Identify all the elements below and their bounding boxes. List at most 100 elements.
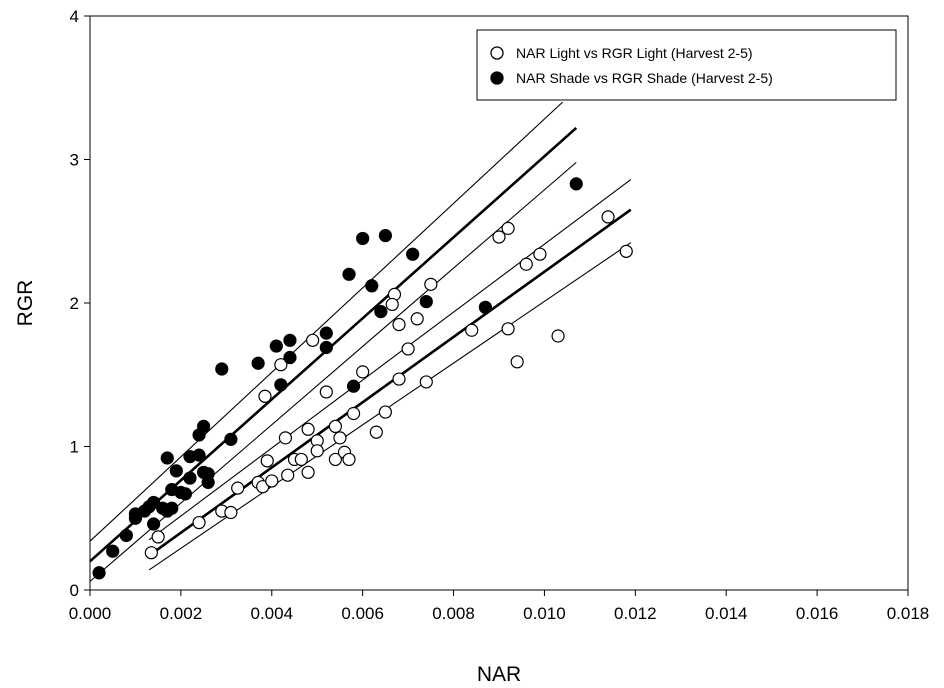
shade-data-point (147, 517, 161, 531)
legend-label-light: NAR Light vs RGR Light (Harvest 2-5) (516, 45, 753, 61)
light-data-point (392, 317, 406, 332)
shade-data-point (251, 356, 265, 370)
x-tick-label: 0.008 (432, 604, 475, 623)
shade-data-point (378, 228, 392, 243)
legend-label-shade: NAR Shade vs RGR Shade (Harvest 2-5) (516, 70, 773, 86)
light-data-point (294, 452, 308, 467)
y-tick-label: 2 (70, 294, 79, 313)
shade-data-point (183, 471, 197, 485)
regression-line (148, 208, 632, 557)
regression-line (89, 126, 578, 563)
light-data-point (346, 406, 361, 421)
x-axis-title: NAR (477, 663, 521, 686)
shade-data-point (478, 300, 492, 314)
light-data-point (333, 431, 347, 445)
shade-data-point (106, 544, 120, 558)
x-tick-label: 0.014 (705, 604, 748, 623)
light-data-point (492, 230, 506, 244)
shade-data-point (319, 326, 333, 340)
light-data-point (342, 452, 356, 467)
light-data-point (274, 358, 288, 372)
x-tick-label: 0.018 (887, 604, 930, 623)
light-data-point (401, 342, 415, 356)
x-tick-label: 0.004 (251, 604, 294, 623)
light-data-point (151, 530, 165, 544)
shade-data-point (165, 501, 179, 515)
shade-data-point (119, 528, 133, 543)
x-tick-label: 0.016 (796, 604, 839, 623)
light-data-point (319, 385, 333, 399)
x-tick-label: 0.000 (69, 604, 112, 623)
shade-data-point (269, 339, 283, 353)
x-tick-label: 0.012 (614, 604, 657, 623)
y-axis: 0 1 2 3 4 (70, 7, 90, 600)
shade-data-point (346, 379, 361, 393)
light-data-point (601, 210, 615, 224)
x-axis: 0.000 0.002 0.004 0.006 0.008 0.010 0.012 0.014… (69, 590, 930, 623)
light-data-point (510, 355, 524, 369)
light-data-point (501, 322, 515, 336)
light-data-point (192, 515, 206, 530)
light-data-point (301, 422, 315, 436)
light-data-point (328, 419, 342, 434)
shade-data-point (569, 177, 583, 191)
shade-data-point (342, 267, 356, 281)
x-tick-label: 0.006 (341, 604, 384, 623)
legend: NAR Light vs RGR Light (Harvest 2-5) NAR… (476, 29, 897, 101)
light-data-point (260, 454, 274, 468)
light-data-point (356, 365, 370, 379)
light-data-point (392, 372, 406, 386)
shade-data-point (224, 432, 238, 446)
legend-box (476, 29, 897, 101)
y-axis-title: RGR (14, 280, 37, 327)
shade-data-point (283, 333, 297, 347)
shade-data-point (283, 350, 297, 365)
light-data-point (378, 405, 392, 419)
light-data-point (410, 312, 424, 326)
legend-marker-shade (490, 71, 504, 85)
light-data-point (533, 247, 547, 261)
shade-data-point (374, 305, 388, 319)
shade-data-point (201, 475, 215, 489)
light-data-point (424, 277, 438, 291)
light-data-point (258, 389, 272, 403)
light-data-point (310, 444, 324, 458)
light-data-point (619, 244, 633, 258)
shade-data-point (169, 464, 183, 478)
shade-data-point (274, 378, 288, 392)
light-data-point (231, 481, 245, 495)
shade-data-point (215, 362, 229, 376)
shade-data-point (419, 294, 433, 309)
light-data-point (551, 329, 565, 343)
shade-data-point (192, 448, 206, 462)
shade-data-point (319, 340, 333, 355)
light-data-point (224, 505, 238, 520)
light-data-point (278, 431, 293, 445)
y-tick-label: 1 (70, 438, 79, 457)
shade-data-point (92, 566, 106, 580)
light-data-point (419, 375, 433, 389)
data-points (92, 177, 633, 580)
shade-data-point (406, 247, 420, 261)
light-data-point (501, 221, 515, 235)
y-tick-label: 3 (70, 151, 79, 170)
y-tick-label: 4 (70, 7, 79, 26)
shade-data-point (197, 419, 211, 434)
shade-data-point (365, 279, 379, 293)
light-data-point (385, 297, 399, 312)
light-data-point (306, 333, 320, 347)
x-tick-label: 0.002 (160, 604, 203, 623)
light-data-point (265, 474, 279, 488)
legend-marker-light (490, 46, 504, 60)
light-data-point (519, 257, 533, 271)
confidence-line (89, 101, 563, 542)
x-tick-label: 0.010 (523, 604, 566, 623)
light-data-point (369, 425, 383, 439)
light-data-point (328, 452, 342, 467)
confidence-line (148, 179, 632, 541)
shade-data-point (160, 451, 174, 465)
light-data-point (281, 468, 295, 482)
y-tick-label: 0 (70, 581, 79, 600)
light-data-point (465, 323, 479, 337)
